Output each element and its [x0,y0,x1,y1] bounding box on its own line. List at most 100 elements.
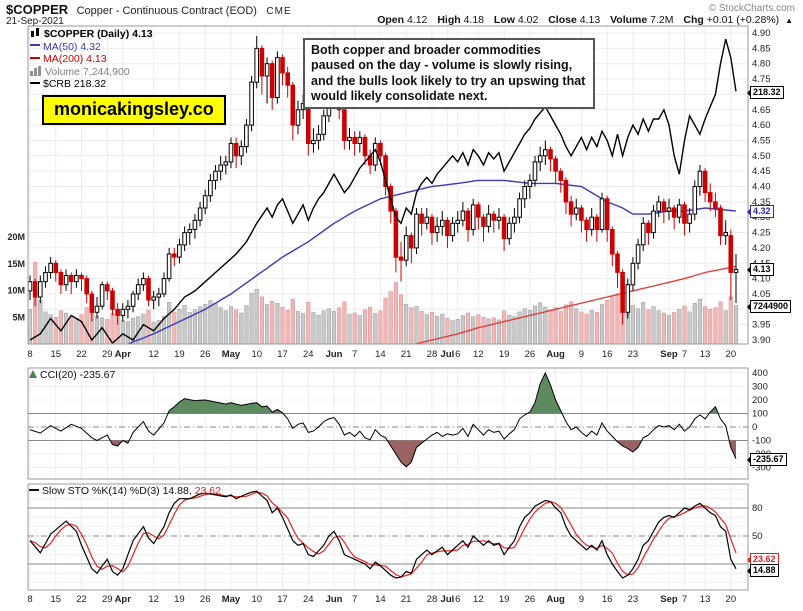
svg-text:Apr: Apr [115,349,132,360]
svg-text:26: 26 [200,594,211,605]
line-swatch-icon [30,44,40,47]
chart-header: $COPPER Copper - Continuous Contract (EO… [6,1,292,19]
svg-text:9: 9 [579,349,584,360]
svg-text:10M: 10M [7,286,25,296]
svg-text:6: 6 [455,594,460,605]
cci-value-callout: -235.67 [750,453,787,466]
svg-text:20: 20 [726,349,737,360]
copyright-notice: © StockCharts.com [708,3,795,14]
low-label: Low [493,14,515,26]
svg-text:20: 20 [726,594,737,605]
main-legend: $COPPER (Daily) 4.13 MA(50) 4.32 MA(200)… [30,28,153,91]
svg-text:Jun: Jun [326,594,343,605]
exchange-label: CME [266,6,292,17]
volume-value: 7.2M [650,14,674,26]
svg-text:12: 12 [473,594,484,605]
panel-border [27,25,749,345]
ticker-symbol: $COPPER [6,2,69,17]
grid [28,26,748,590]
svg-text:28: 28 [427,349,438,360]
svg-text:4.90: 4.90 [752,28,771,39]
cci-line [29,371,737,468]
candlestick-icon [30,28,41,38]
close-value: 4.13 [579,14,601,26]
up-arrow-icon: ▲ [785,16,793,25]
svg-text:13: 13 [700,594,711,605]
legend-item-ma200: MA(200) 4.13 [30,53,153,66]
svg-text:May: May [222,594,241,605]
cci-overbought-fill [30,373,736,414]
sto-k-line [29,490,737,579]
svg-text:17: 17 [277,594,288,605]
crb-line [29,38,737,344]
svg-text:19: 19 [174,349,185,360]
svg-text:400: 400 [752,368,768,379]
svg-text:0: 0 [752,422,757,433]
svg-text:4.60: 4.60 [752,120,771,131]
svg-text:29: 29 [102,594,113,605]
svg-text:8: 8 [27,594,32,605]
svg-text:4.05: 4.05 [752,289,771,300]
svg-text:7: 7 [682,594,687,605]
svg-text:4.10: 4.10 [752,274,771,285]
svg-text:Aug: Aug [546,349,565,360]
svg-text:100: 100 [752,409,768,420]
volume-label: Volume [610,14,648,26]
svg-text:8: 8 [27,349,32,360]
svg-text:14: 14 [375,594,386,605]
svg-text:Jul: Jul [441,594,455,605]
legend-item-volume: Volume 7,244,900 [30,65,153,79]
legend-item-copper: $COPPER (Daily) 4.13 [30,28,153,41]
volume-value-callout: 7244900 [750,300,792,313]
svg-text:24: 24 [303,349,314,360]
svg-text:22: 22 [76,594,87,605]
svg-text:4.65: 4.65 [752,105,771,116]
axis-labels: 3.903.954.004.054.104.154.204.254.304.35… [7,28,771,605]
svg-text:4.40: 4.40 [752,182,771,193]
svg-text:4.55: 4.55 [752,135,771,146]
indicator-area-icon [29,370,37,378]
high-label: High [437,14,461,26]
quote-strip: Open 4.12 High 4.18 Low 4.02 Close 4.13 … [370,14,793,26]
svg-text:19: 19 [174,594,185,605]
legend-item-ma50: MA(50) 4.32 [30,41,153,54]
volume-bars-icon [30,65,42,76]
line-swatch-icon [30,81,40,84]
svg-text:21: 21 [401,594,412,605]
svg-text:24: 24 [303,594,314,605]
svg-text:17: 17 [277,349,288,360]
chg-value: +0.01 (+0.28%) [706,14,780,26]
svg-text:23: 23 [628,594,639,605]
sto-legend: Slow STO %K(14) %D(3) 14.88, 23.62 [29,485,221,497]
svg-text:26: 26 [525,594,536,605]
svg-text:7: 7 [352,349,357,360]
svg-text:7: 7 [352,594,357,605]
svg-text:28: 28 [427,594,438,605]
svg-text:50: 50 [752,531,763,542]
svg-text:10: 10 [251,594,262,605]
svg-text:29: 29 [102,349,113,360]
svg-text:15: 15 [50,349,61,360]
svg-text:80: 80 [752,503,763,514]
chart-title: Copper - Continuous Contract (EOD) [76,5,257,17]
svg-text:4.35: 4.35 [752,197,771,208]
high-value: 4.18 [463,14,484,26]
svg-text:4.75: 4.75 [752,74,771,85]
svg-text:6: 6 [455,349,460,360]
svg-text:Sep: Sep [660,594,678,605]
svg-text:15: 15 [50,594,61,605]
svg-text:4.20: 4.20 [752,243,771,254]
svg-text:4.45: 4.45 [752,166,771,177]
low-value: 4.02 [517,14,539,26]
svg-text:15M: 15M [7,259,25,269]
svg-text:Jul: Jul [441,349,455,360]
svg-text:3.90: 3.90 [752,335,771,346]
svg-text:20M: 20M [7,232,25,242]
annotation-box: Both copper and broader commodities paus… [303,38,595,109]
svg-text:16: 16 [602,594,613,605]
svg-text:26: 26 [525,349,536,360]
open-label: Open [377,14,405,26]
svg-text:-300: -300 [752,463,771,474]
